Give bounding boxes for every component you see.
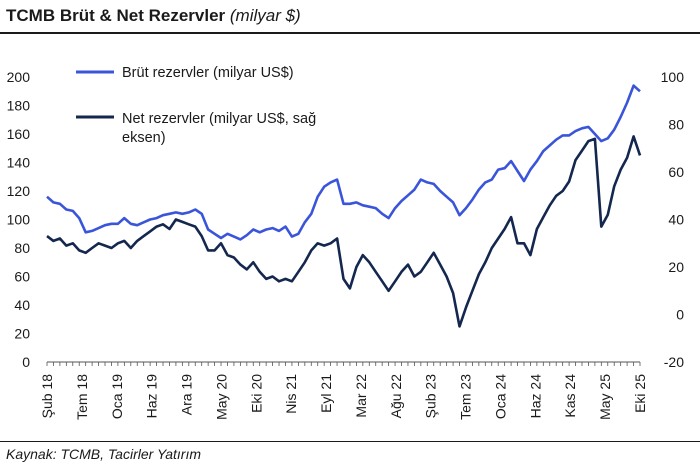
x-tick-label: Eki 20: [248, 374, 264, 413]
x-tick-label: Ara 19: [179, 374, 195, 415]
chart-axes: Şub 18 Tem 18 Oca 19 Haz 19 Ara 19 May 20 Eki …: [7, 69, 685, 420]
legend-label-net: Net rezervler (milyar US$, sağ eksen): [122, 111, 316, 146]
y-left-tick-label: 60: [14, 269, 30, 285]
y-right-tick-label: 0: [676, 307, 684, 323]
x-tick-label: Oca 19: [109, 374, 125, 419]
y-right-tick-label: 80: [668, 117, 684, 133]
x-tick-label: Eyl 21: [318, 374, 334, 413]
y-left-tick-label: 180: [7, 98, 31, 114]
x-tick-label: Kas 24: [562, 374, 578, 418]
x-tick-label: Şub 18: [39, 374, 55, 419]
y-left-tick-label: 80: [14, 240, 30, 256]
x-tick-label: Haz 24: [527, 374, 543, 419]
y-left-tick-label: 200: [7, 69, 31, 85]
y-left-tick-label: 140: [7, 155, 31, 171]
gross-reserves-line: [46, 84, 641, 241]
x-tick-label: Tem 18: [74, 374, 90, 420]
legend-label-gross: Brüt rezervler (milyar US$): [122, 65, 294, 81]
x-tick-label: Oca 24: [492, 374, 508, 419]
y-left-tick-label: 20: [14, 326, 30, 342]
net-reserves-line: [46, 135, 642, 328]
source-divider: [0, 441, 700, 442]
y-left-tick-label: 100: [7, 212, 31, 228]
x-tick-label: Tem 23: [458, 374, 474, 420]
legend-label-gross-text: Brüt rezervler (milyar US$): [122, 65, 294, 81]
y-right-tick-label: 40: [668, 212, 684, 228]
source-note: Kaynak: TCMB, Tacirler Yatırım: [6, 446, 202, 462]
chart-series: [46, 84, 642, 328]
x-tick-label: Ağu 22: [388, 374, 404, 419]
x-tick-label: May 25: [597, 374, 613, 420]
y-left-tick-label: 0: [22, 354, 30, 370]
y-right-tick-label: 60: [668, 164, 684, 180]
title-divider: [0, 32, 700, 34]
x-tick-label: Nis 21: [283, 374, 299, 414]
chart-legend: Brüt rezervler (milyar US$) Net rezervle…: [76, 65, 316, 146]
page-title: TCMB Brüt & Net Rezervler (milyar $): [6, 6, 301, 26]
x-tick-label: Şub 23: [423, 374, 439, 419]
y-left-tick-label: 40: [14, 297, 30, 313]
x-tick-label: Eki 25: [632, 374, 648, 413]
reserves-line-chart: Şub 18 Tem 18 Oca 19 Haz 19 Ara 19 May 20 Eki …: [7, 65, 685, 420]
y-left-tick-label: 160: [7, 126, 31, 142]
legend-label-net-line1: Net rezervler (milyar US$, sağ: [122, 111, 316, 127]
title-unit: (milyar $): [229, 6, 301, 25]
title-main: TCMB Brüt & Net Rezervler: [6, 6, 226, 25]
y-right-tick-label: -20: [664, 354, 684, 370]
x-tick-label: May 20: [213, 374, 229, 420]
y-right-tick-label: 20: [668, 259, 684, 275]
x-tick-label: Haz 19: [144, 374, 160, 419]
legend-label-net-line2: eksen): [122, 130, 166, 146]
y-right-tick-label: 100: [661, 69, 685, 85]
y-left-tick-label: 120: [7, 183, 31, 199]
x-tick-label: Mar 22: [353, 374, 369, 418]
